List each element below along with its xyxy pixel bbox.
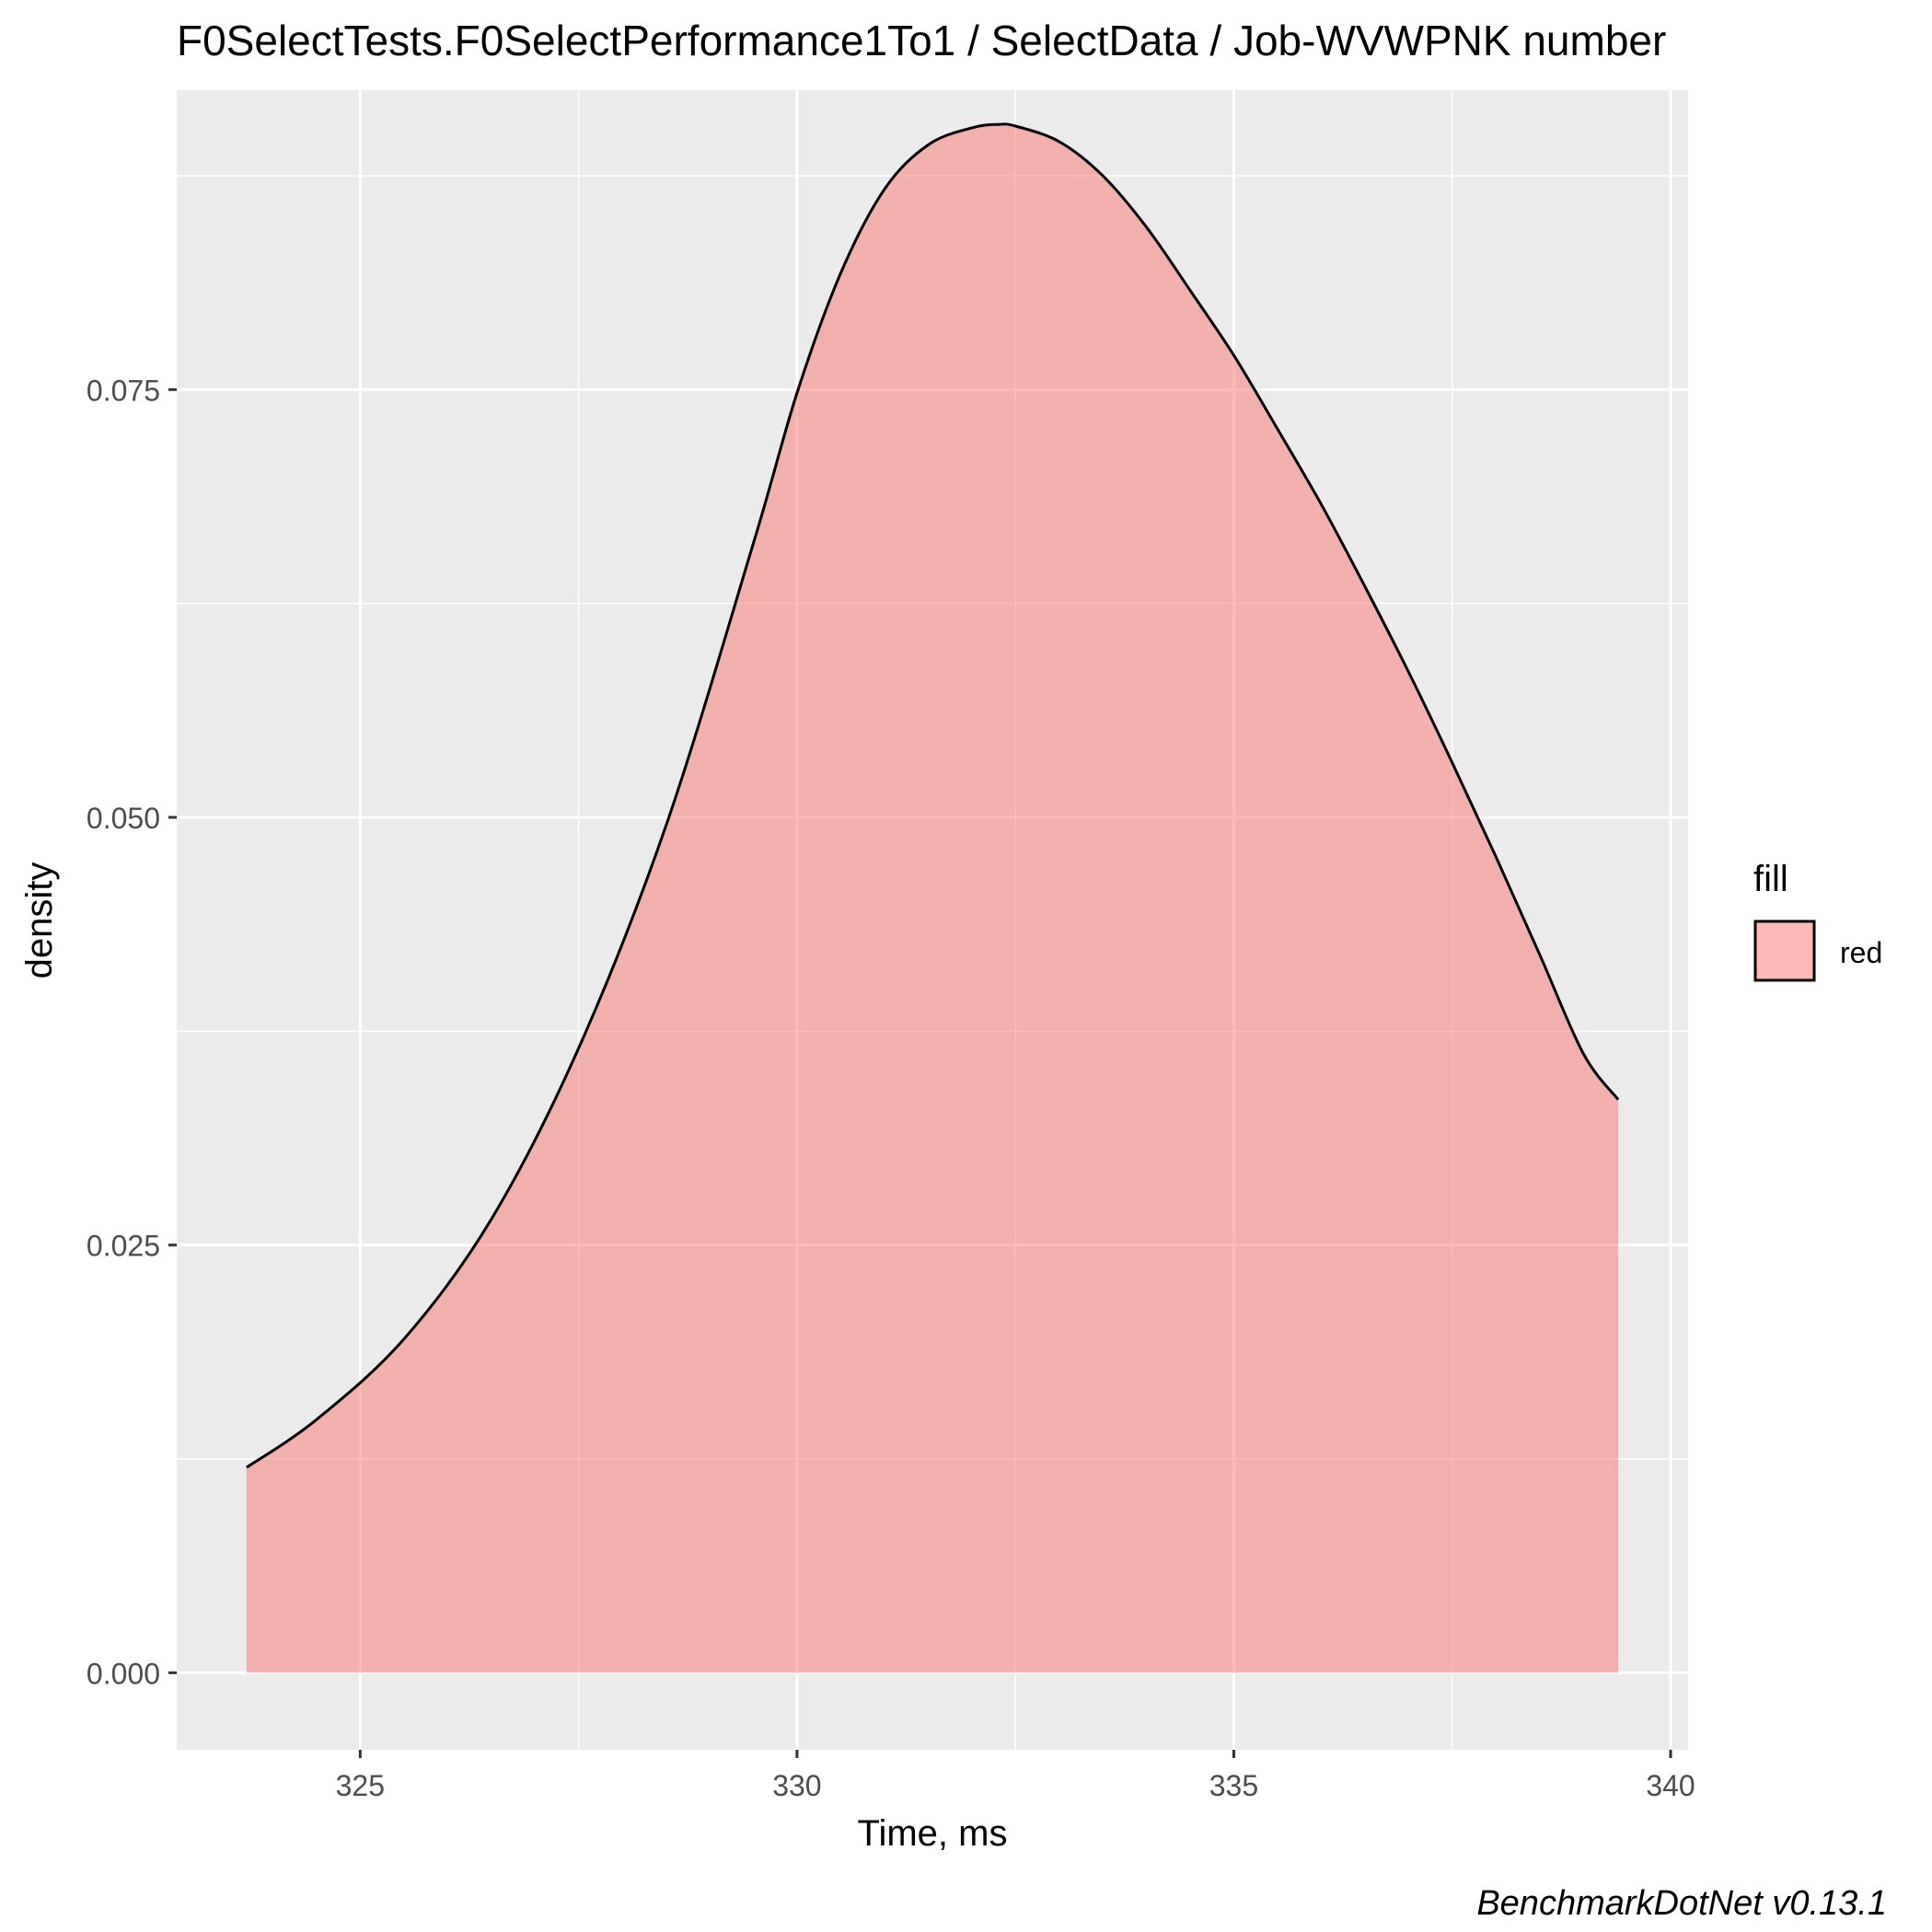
y-tick-label: 0.025 bbox=[87, 1230, 160, 1263]
y-tick-label: 0.000 bbox=[87, 1657, 160, 1690]
legend-title: fill bbox=[1753, 859, 1788, 899]
chart-title: F0SelectTests.F0SelectPerformance1To1 / … bbox=[177, 17, 1666, 64]
legend: fill red bbox=[1753, 859, 1882, 982]
caption: BenchmarkDotNet v0.13.1 bbox=[1476, 1884, 1887, 1923]
x-axis: 325 330 335 340 bbox=[336, 1750, 1695, 1802]
y-axis: 0.000 0.025 0.050 0.075 bbox=[87, 374, 177, 1690]
x-tick-label: 335 bbox=[1209, 1769, 1258, 1802]
y-tick-label: 0.050 bbox=[87, 802, 160, 835]
x-tick-label: 325 bbox=[336, 1769, 385, 1802]
density-area bbox=[246, 123, 1619, 1673]
density-line bbox=[246, 122, 1620, 1469]
legend-label-red: red bbox=[1840, 936, 1882, 969]
legend-key-red bbox=[1753, 920, 1816, 982]
y-tick-label: 0.075 bbox=[87, 374, 160, 407]
y-axis-label: density bbox=[19, 862, 60, 979]
x-tick-label: 330 bbox=[772, 1769, 821, 1802]
x-axis-label: Time, ms bbox=[858, 1813, 1008, 1854]
x-tick-label: 340 bbox=[1646, 1769, 1695, 1802]
